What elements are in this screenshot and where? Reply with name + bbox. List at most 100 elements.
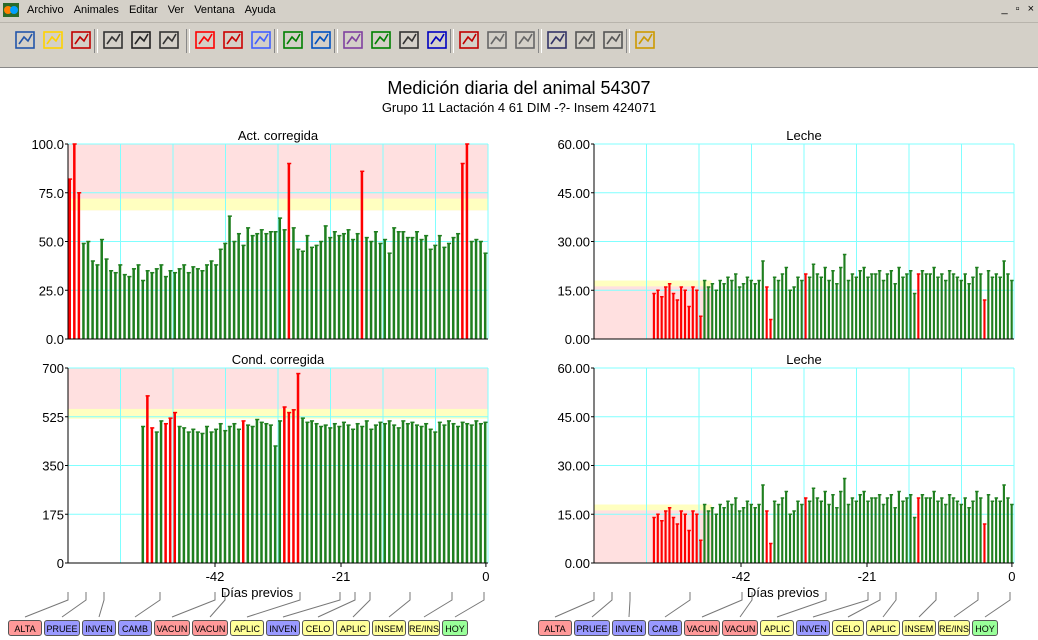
bar [925,274,928,339]
chart-icon[interactable] [68,27,94,53]
bar [292,227,295,339]
event-button-aplic[interactable]: APLIC [866,620,900,636]
bar [168,270,172,339]
event-button-camb[interactable]: CAMB [118,620,152,636]
event-leader-line [953,592,979,618]
bar [734,498,737,563]
tree-icon[interactable] [368,27,394,53]
y-tick-label: 700 [42,361,64,376]
bar [433,432,437,563]
event-button-reins[interactable]: RE/INS [408,620,440,636]
bar [668,507,671,563]
rotate-left-icon[interactable] [484,27,510,53]
bar [479,423,482,563]
menu-animales[interactable]: Animales [73,4,119,16]
bar [750,504,753,563]
graph-icon[interactable] [572,27,598,53]
chart2-icon[interactable] [456,27,482,53]
event-button-vacun[interactable]: VACUN [722,620,758,636]
bar [936,501,939,563]
event-button-hoy[interactable]: HOY [442,620,468,636]
event-button-aplic[interactable]: APLIC [230,620,264,636]
event-button-hoy[interactable]: HOY [972,620,998,636]
hat-icon[interactable] [424,27,450,53]
y-tick-label: 15.00 [557,283,590,298]
doc-icon[interactable] [544,27,570,53]
restore-button[interactable]: ▫ [1015,3,1020,15]
bar [410,237,414,339]
event-button-camb[interactable]: CAMB [648,620,682,636]
close-button[interactable]: × [1027,3,1034,15]
event-button-pruee[interactable]: PRUEE [574,620,610,636]
minimize-button[interactable]: _ [1001,3,1008,15]
bar [722,283,725,339]
event-button-aplic[interactable]: APLIC [336,620,370,636]
bar [155,432,158,563]
bar [264,233,268,339]
bar [987,270,990,339]
curve-icon[interactable] [220,27,246,53]
y-tick-label: 25.0 [39,283,64,298]
bar [105,259,108,339]
help-icon[interactable] [632,27,658,53]
bar-chart-icon[interactable] [192,27,218,53]
bar [182,264,186,339]
menu-editar[interactable]: Editar [128,4,158,16]
save-icon[interactable] [128,27,154,53]
print-icon[interactable] [156,27,182,53]
rotate-right-icon[interactable] [512,27,538,53]
open-icon[interactable] [100,27,126,53]
x-tick-label: -42 [732,569,751,584]
event-button-inven[interactable]: INVEN [266,620,300,636]
bar [734,274,737,339]
bar [346,229,350,339]
scatter-icon[interactable] [280,27,306,53]
event-button-celo[interactable]: CELO [832,620,864,636]
bar [676,524,679,563]
bar [746,501,749,563]
event-button-inven[interactable]: INVEN [796,620,830,636]
menu-ayuda[interactable]: Ayuda [244,4,276,16]
event-button-aplic[interactable]: APLIC [760,620,794,636]
bar [921,270,924,339]
event-button-vacun[interactable]: VACUN [192,620,228,636]
pen-icon[interactable] [396,27,422,53]
bar [781,274,784,339]
bar [858,270,862,339]
event-button-insem[interactable]: INSEM [902,620,936,636]
bar [342,422,345,563]
alert-band [594,508,712,563]
event-button-vacun[interactable]: VACUN [154,620,190,636]
bar [287,412,291,563]
event-button-alta[interactable]: ALTA [538,620,572,636]
event-leader-line [246,592,301,618]
select-icon[interactable] [12,27,38,53]
bar [967,507,970,563]
menu-ventana[interactable]: Ventana [194,4,235,16]
bars-icon[interactable] [308,27,334,53]
event-button-insem[interactable]: INSEM [372,620,406,636]
graph2-icon[interactable] [600,27,626,53]
event-button-reins[interactable]: RE/INS [938,620,970,636]
bar [925,498,928,563]
event-button-vacun[interactable]: VACUN [684,620,720,636]
bar [451,423,455,563]
event-button-pruee[interactable]: PRUEE [44,620,80,636]
bar [796,501,799,563]
event-button-celo[interactable]: CELO [302,620,334,636]
menu-archivo[interactable]: Archivo [27,4,64,16]
menu-ver[interactable]: Ver [167,4,185,16]
event-button-alta[interactable]: ALTA [8,620,42,636]
bar [301,418,304,563]
cow-icon[interactable] [340,27,366,53]
bar [228,426,231,563]
event-button-inven[interactable]: INVEN [82,620,116,636]
bar [687,306,690,339]
bar [800,280,803,339]
event-button-inven[interactable]: INVEN [612,620,646,636]
wave-icon[interactable] [248,27,274,53]
bar [855,501,858,563]
bar [851,274,854,339]
folder-icon[interactable] [40,27,66,53]
event-leader-line [171,592,216,618]
